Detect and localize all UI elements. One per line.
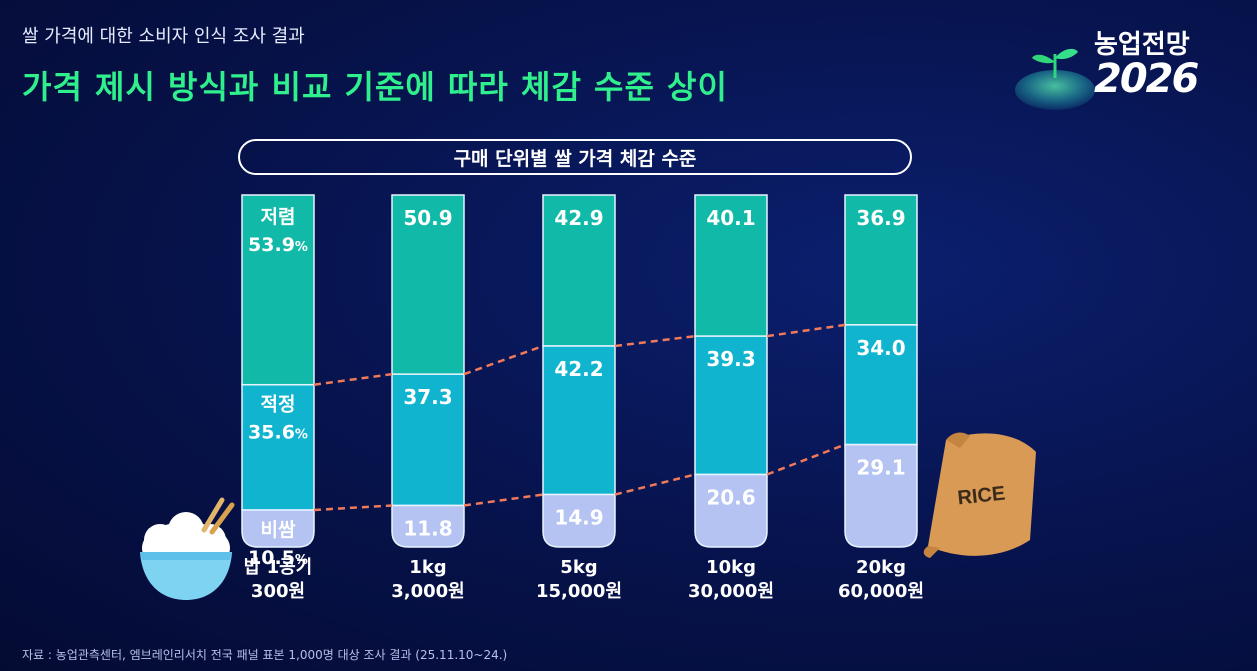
category-price-label: 15,000원 bbox=[536, 581, 622, 602]
trend-connector-line bbox=[313, 372, 393, 386]
data-label: 50.9 bbox=[403, 206, 452, 230]
category-label: 밥 1공기 bbox=[244, 557, 312, 578]
category-label: 5kg bbox=[560, 557, 597, 578]
data-label: 39.3 bbox=[706, 347, 755, 371]
category-price-label: 60,000원 bbox=[838, 581, 924, 602]
globe-sprout-icon bbox=[1015, 48, 1095, 110]
source-note: 자료 : 농업관측센터, 엠브레인리서치 전국 패널 표본 1,000명 대상 … bbox=[22, 648, 508, 662]
trend-connector-line bbox=[463, 344, 544, 376]
trend-connector-line bbox=[614, 473, 696, 496]
series-name-label: 비쌈 bbox=[261, 519, 296, 541]
data-label: 42.9 bbox=[554, 206, 603, 230]
data-label: 14.9 bbox=[554, 506, 603, 530]
trend-connector-line bbox=[614, 334, 696, 348]
data-label: 53.9% bbox=[248, 234, 308, 256]
data-label: 34.0 bbox=[856, 336, 905, 360]
category-label: 20kg bbox=[856, 557, 906, 578]
svg-text:RICE: RICE bbox=[956, 483, 1006, 510]
bar-segment-비쌈 bbox=[241, 509, 315, 548]
bar-segment-비쌈 bbox=[844, 443, 918, 548]
bar-segment-비쌈 bbox=[694, 473, 768, 548]
trend-connector-line bbox=[766, 443, 846, 476]
page-subtitle: 쌀 가격에 대한 소비자 인식 조사 결과 bbox=[22, 26, 305, 47]
bar-segment-적정 bbox=[542, 345, 616, 496]
data-label: 36.9 bbox=[856, 206, 905, 230]
rice-bowl-icon bbox=[140, 497, 235, 600]
logo-year: 2026 bbox=[1094, 56, 1199, 102]
page-title: 가격 제시 방식과 비교 기준에 따라 체감 수준 상이 bbox=[22, 68, 728, 106]
trend-connector-line bbox=[766, 323, 846, 338]
data-label: 42.2 bbox=[554, 357, 603, 381]
bar-segment-저렴 bbox=[542, 194, 616, 347]
category-label: 10kg bbox=[706, 557, 756, 578]
series-name-label: 저렴 bbox=[261, 206, 296, 228]
data-label: 11.8 bbox=[403, 516, 452, 540]
category-price-label: 30,000원 bbox=[688, 581, 774, 602]
bar-segment-적정 bbox=[694, 335, 768, 476]
bar-segment-적정 bbox=[391, 373, 465, 507]
bar-segment-비쌈 bbox=[391, 504, 465, 548]
trend-connector-line bbox=[463, 493, 544, 507]
category-label: 1kg bbox=[409, 557, 446, 578]
bar-segment-저렴 bbox=[694, 194, 768, 337]
series-name-label: 적정 bbox=[261, 394, 296, 416]
data-label: 10.5% bbox=[248, 547, 308, 569]
data-label: 29.1 bbox=[856, 456, 905, 480]
data-label: 20.6 bbox=[706, 485, 755, 509]
trend-connector-line bbox=[313, 504, 393, 512]
category-price-label: 300원 bbox=[251, 581, 305, 602]
data-label: 35.6% bbox=[248, 422, 308, 444]
rice-sack-icon: RICE bbox=[923, 432, 1036, 558]
category-price-label: 3,000원 bbox=[391, 581, 465, 602]
outlook-logo: 농업전망 2026 bbox=[1010, 18, 1240, 113]
bar-segment-적정 bbox=[241, 383, 315, 511]
chart-title: 구매 단위별 쌀 가격 체감 수준 bbox=[238, 139, 912, 175]
data-label: 37.3 bbox=[403, 385, 452, 409]
data-label: 40.1 bbox=[706, 206, 755, 230]
bar-segment-저렴 bbox=[391, 194, 465, 375]
logo-title: 농업전망 bbox=[1094, 30, 1190, 60]
bar-segment-비쌈 bbox=[542, 493, 616, 548]
